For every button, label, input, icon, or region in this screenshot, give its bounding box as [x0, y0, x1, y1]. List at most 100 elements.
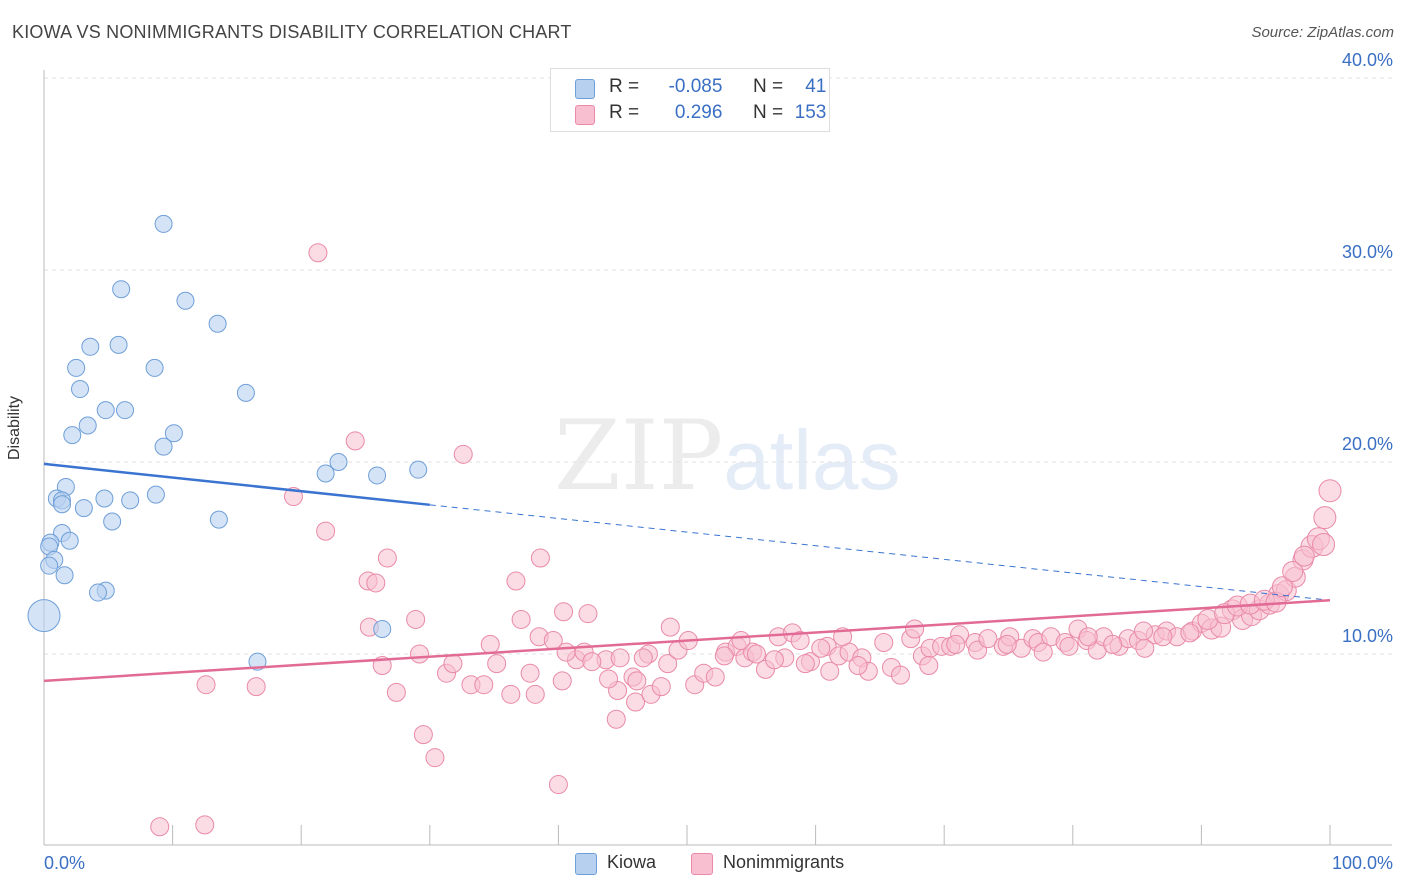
nonimmigrants-point — [386, 682, 406, 702]
kiowa-point — [121, 491, 140, 510]
nonimmigrants-point — [1180, 623, 1200, 643]
nonimmigrants-point — [606, 709, 626, 729]
y-axis-label: Disability — [6, 395, 23, 460]
kiowa-point — [63, 426, 82, 445]
nonimmigrants-point — [308, 243, 328, 263]
kiowa-point — [154, 214, 173, 233]
kiowa-point — [81, 337, 100, 356]
nonimmigrants-point — [599, 669, 619, 689]
nonimmigrants-swatch — [575, 105, 595, 125]
nonimmigrants-point — [790, 631, 810, 651]
nonimmigrants-point — [919, 656, 939, 676]
legend-item-kiowa: Kiowa — [575, 852, 656, 875]
nonimmigrants-point — [345, 431, 365, 451]
kiowa-point — [236, 383, 255, 402]
nonimmigrants-legend-swatch — [691, 853, 714, 875]
kiowa-point — [112, 280, 131, 299]
kiowa-point — [53, 495, 72, 514]
kiowa-point — [368, 466, 387, 485]
nonimmigrants-point — [556, 642, 576, 662]
nonimmigrants-point — [1313, 506, 1337, 530]
nonimmigrants-point — [660, 617, 680, 637]
nonimmigrants-point — [501, 684, 521, 704]
nonimmigrants-point — [410, 644, 430, 664]
nonimmigrants-point — [150, 817, 170, 837]
kiowa-point — [27, 599, 61, 633]
watermark: ZIPatlas — [554, 400, 901, 512]
nonimmigrants-point — [633, 648, 653, 668]
nonimmigrants-point — [552, 671, 572, 691]
nonimmigrants-point — [627, 671, 647, 691]
nonimmigrants-point — [764, 650, 784, 670]
x-tick-label-min: 0.0% — [44, 853, 85, 873]
kiowa-r-value: -0.085 — [668, 76, 723, 97]
nonimmigrants-point — [1059, 636, 1079, 656]
nonimmigrants-point — [820, 661, 840, 681]
nonimmigrants-point — [578, 604, 598, 624]
kiowa-point — [67, 358, 86, 377]
kiowa-point — [209, 510, 228, 529]
nonimmigrants-point — [848, 656, 868, 676]
nonimmigrants-point — [651, 677, 671, 697]
nonimmigrants-point — [997, 634, 1017, 654]
axes — [43, 70, 1392, 846]
nonimmigrants-point — [811, 638, 831, 658]
y-tick-label: 40.0% — [1342, 50, 1393, 70]
nonimmigrants-point — [1078, 627, 1098, 647]
kiowa-point — [74, 499, 93, 518]
watermark-zip: ZIP — [554, 400, 724, 512]
kiowa-point — [109, 335, 128, 354]
kiowa-point — [373, 620, 392, 639]
kiowa-point — [116, 401, 135, 420]
nonimmigrants-point — [377, 548, 397, 568]
trend-lines — [43, 462, 1331, 683]
nonimmigrants-point — [1153, 627, 1173, 647]
nonimmigrants-point — [905, 619, 925, 639]
nonimmigrants-point — [705, 667, 725, 687]
kiowa-point — [154, 437, 173, 456]
nonimmigrants-point — [530, 548, 550, 568]
nonimmigrants-trend-line — [43, 598, 1331, 683]
kiowa-point — [78, 416, 97, 435]
nonimmigrants-point — [316, 521, 336, 541]
nonimmigrants-point — [890, 665, 910, 685]
nonimmigrants-point — [474, 675, 494, 695]
nonimmigrants-point — [1033, 642, 1053, 662]
nonimmigrants-legend-label: Nonimmigrants — [723, 852, 845, 872]
nonimmigrants-points — [150, 243, 1342, 837]
nonimmigrants-point — [413, 725, 433, 745]
kiowa-point — [95, 489, 114, 508]
kiowa-point — [89, 583, 108, 602]
kiowa-point — [248, 652, 267, 671]
nonimmigrants-point — [1312, 533, 1336, 557]
nonimm-r-label: R = — [609, 102, 640, 123]
kiowa-point — [316, 464, 335, 483]
kiowa-point — [176, 291, 195, 310]
kiowa-point — [40, 556, 59, 575]
kiowa-point — [164, 424, 183, 443]
correlation-legend: R = -0.085 N = 41 R = 0.296 N = 153 — [550, 68, 830, 132]
kiowa-swatch — [575, 79, 595, 99]
nonimmigrants-point — [874, 632, 894, 652]
kiowa-legend-swatch — [575, 853, 597, 875]
kiowa-point — [208, 314, 227, 333]
nonimmigrants-point — [443, 654, 463, 674]
kiowa-point — [60, 531, 79, 550]
nonimmigrants-point — [978, 629, 998, 649]
kiowa-point — [55, 566, 74, 585]
nonimm-n-value: 153 — [794, 102, 827, 123]
nonimmigrants-point — [366, 573, 386, 593]
kiowa-point — [96, 401, 115, 420]
nonimmigrants-point — [453, 444, 473, 464]
nonimmigrants-point — [520, 663, 540, 683]
y-tick-label: 10.0% — [1342, 626, 1393, 646]
kiowa-trend-line — [43, 462, 430, 507]
kiowa-point — [146, 485, 165, 504]
legend-item-nonimmigrants: Nonimmigrants — [691, 852, 845, 875]
grid-lines — [44, 77, 1392, 655]
kiowa-points — [27, 214, 428, 671]
nonimmigrants-point — [246, 677, 266, 697]
nonimmigrants-point — [1282, 560, 1304, 582]
nonimmigrants-point — [795, 654, 815, 674]
